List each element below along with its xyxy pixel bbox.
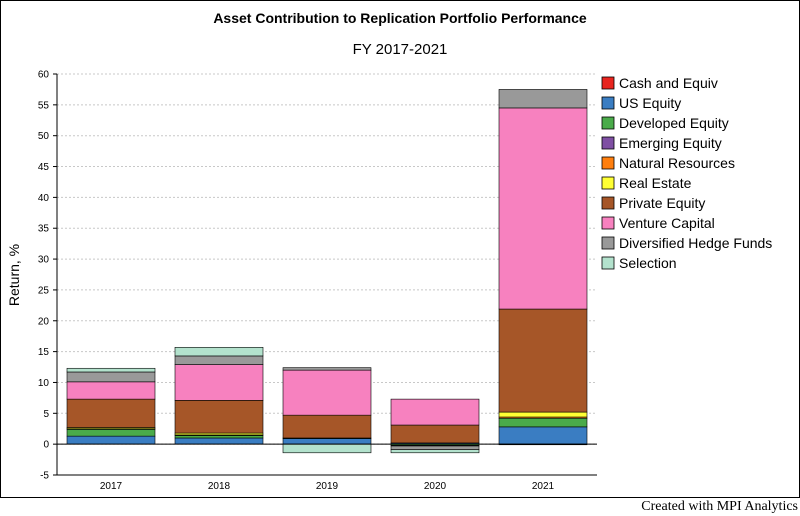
y-tick-label: 0 xyxy=(43,440,49,451)
y-tick-label: 50 xyxy=(38,131,50,142)
bar-segment xyxy=(174,435,264,439)
bar-segment xyxy=(174,355,264,365)
legend-swatch xyxy=(601,156,615,170)
bar-segment xyxy=(498,426,588,445)
legend-swatch xyxy=(601,116,615,130)
legend-entry: Natural Resources xyxy=(619,155,735,171)
legend-entry: Developed Equity xyxy=(619,115,729,131)
bar-segment xyxy=(498,89,588,109)
y-tick-label: 20 xyxy=(38,316,50,327)
bar-segment xyxy=(174,437,264,445)
legend-swatch xyxy=(601,196,615,210)
y-tick-label: 45 xyxy=(38,162,50,173)
x-tick-label: 2020 xyxy=(424,481,447,492)
bar-segment xyxy=(498,411,588,418)
x-tick-label: 2021 xyxy=(532,481,555,492)
chart-subtitle: FY 2017-2021 xyxy=(352,41,448,58)
bar-segment xyxy=(66,435,156,445)
y-tick-label: 35 xyxy=(38,224,50,235)
bar-segment xyxy=(282,414,372,439)
y-tick-label: 10 xyxy=(38,378,50,389)
legend-entry: Private Equity xyxy=(619,195,705,211)
bar-segment xyxy=(174,364,264,401)
x-tick-label: 2017 xyxy=(100,481,123,492)
legend-swatch xyxy=(601,236,615,250)
legend-entry: Selection xyxy=(619,255,677,271)
bar-segment xyxy=(66,381,156,400)
legend-entry: Cash and Equiv xyxy=(619,75,718,91)
y-tick-label: 25 xyxy=(38,285,50,296)
x-tick-label: 2019 xyxy=(316,481,339,492)
bar-segment xyxy=(498,308,588,413)
bar-segment xyxy=(66,371,156,383)
y-tick-label: 30 xyxy=(38,255,50,266)
bar-segment xyxy=(498,107,588,310)
legend-entry: Diversified Hedge Funds xyxy=(619,235,772,251)
tick-labels: -5 0 5 10 15 20 25 30 35 40 45 50 55 60 2017 2018 2019 20… xyxy=(38,70,555,493)
stacked-bar-chart: -5 0 5 10 15 20 25 30 35 40 45 50 55 60 2017 2018 2019 20… xyxy=(6,70,772,493)
legend-entry: US Equity xyxy=(619,95,681,111)
y-tick-label: -5 xyxy=(40,471,49,482)
bar-segment xyxy=(282,438,372,445)
bar-segment xyxy=(282,443,372,454)
bar-segment xyxy=(66,398,156,428)
footer-credit: Created with MPI Analytics xyxy=(641,499,798,514)
bars xyxy=(66,89,588,454)
legend-swatch xyxy=(601,96,615,110)
y-tick-label: 5 xyxy=(43,409,49,420)
legend-entry: Real Estate xyxy=(619,175,692,191)
y-tick-label: 15 xyxy=(38,347,50,358)
bar-segment xyxy=(174,400,264,434)
chart-title: Asset Contribution to Replication Portfo… xyxy=(213,10,587,26)
legend-swatch xyxy=(601,136,615,150)
axes xyxy=(53,73,597,476)
y-tick-label: 55 xyxy=(38,100,50,111)
legend-swatch xyxy=(601,176,615,190)
x-tick-label: 2018 xyxy=(208,481,231,492)
bar-segment xyxy=(282,367,372,371)
bar-segment xyxy=(174,346,264,357)
legend-swatch xyxy=(601,216,615,230)
bar-segment xyxy=(498,417,588,428)
bar-segment xyxy=(390,445,480,451)
y-axis-label: Return, % xyxy=(6,244,22,306)
bar-segment xyxy=(66,367,156,373)
legend-swatch xyxy=(601,76,615,90)
legend: Cash and Equiv US Equity Developed Equity E… xyxy=(601,75,772,271)
legend-swatch xyxy=(601,256,615,270)
bar-segment xyxy=(390,424,480,444)
legend-entry: Venture Capital xyxy=(619,215,715,231)
y-tick-label: 60 xyxy=(38,70,50,81)
bar-segment xyxy=(282,369,372,416)
y-tick-label: 40 xyxy=(38,193,50,204)
bar-segment xyxy=(390,398,480,426)
bar-segment xyxy=(66,429,156,437)
bar-segment xyxy=(390,449,480,454)
legend-entry: Emerging Equity xyxy=(619,135,722,151)
